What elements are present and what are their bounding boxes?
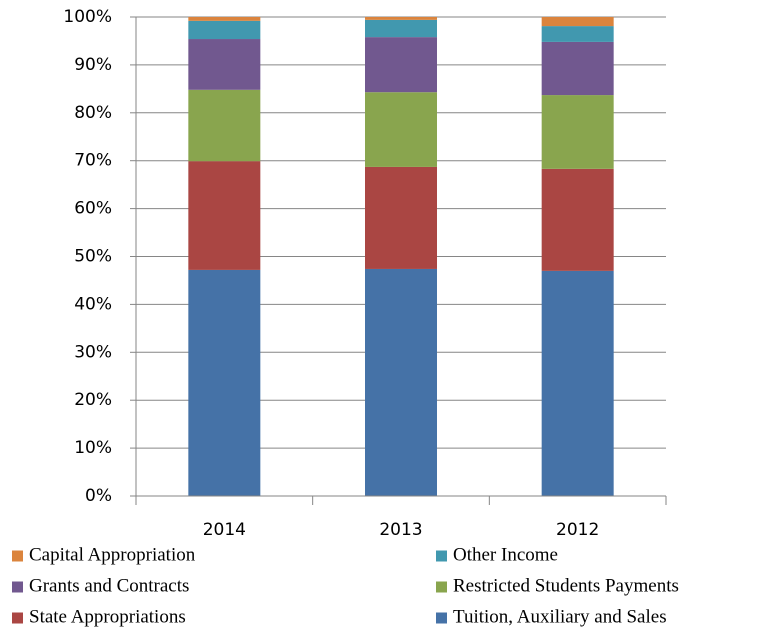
legend-swatch xyxy=(12,550,23,562)
y-tick-label: 70% xyxy=(74,151,112,171)
x-tick-label: 2014 xyxy=(203,520,246,540)
legend-swatch xyxy=(12,581,23,593)
bar-segment xyxy=(365,37,437,93)
bar-segment xyxy=(541,95,614,169)
legend-label: Other Income xyxy=(453,544,558,565)
bar-segment xyxy=(188,39,261,90)
bar-segment xyxy=(541,26,614,42)
bar-segment xyxy=(365,17,437,20)
legend-label: Capital Appropriation xyxy=(29,544,196,565)
y-tick-label: 10% xyxy=(74,438,112,458)
legend-label: Tuition, Auxiliary and Sales xyxy=(453,606,667,627)
y-tick-label: 40% xyxy=(74,294,112,314)
y-tick-label: 30% xyxy=(74,342,112,362)
y-tick-label: 0% xyxy=(85,486,112,506)
legend-swatch xyxy=(12,612,23,624)
bar-segment xyxy=(541,270,614,496)
bar-segment xyxy=(188,89,261,162)
legend-swatch xyxy=(436,550,447,562)
bar-segment xyxy=(365,268,437,496)
legend-swatch xyxy=(436,612,447,624)
y-tick-label: 80% xyxy=(74,103,112,123)
y-tick-label: 20% xyxy=(74,390,112,410)
bar-segment xyxy=(188,20,261,40)
bar-segment xyxy=(365,166,437,269)
bar-segment xyxy=(188,161,261,270)
y-tick-label: 60% xyxy=(74,199,112,219)
bar-segment xyxy=(541,41,614,96)
y-tick-label: 50% xyxy=(74,247,112,267)
bar-segment xyxy=(541,168,614,271)
legend-label: State Appropriations xyxy=(29,606,186,627)
y-tick-label: 100% xyxy=(63,7,112,27)
x-tick-label: 2012 xyxy=(556,520,599,540)
bar-segment xyxy=(541,17,614,27)
legend-label: Grants and Contracts xyxy=(29,575,189,596)
bar-segment xyxy=(188,17,261,21)
legend-swatch xyxy=(436,581,447,593)
bar-segment xyxy=(188,269,261,496)
y-tick-label: 90% xyxy=(74,55,112,75)
bar-segment xyxy=(365,19,437,38)
x-tick-label: 2013 xyxy=(379,520,422,540)
bar-segment xyxy=(365,92,437,167)
legend-label: Restricted Students Payments xyxy=(453,575,679,596)
